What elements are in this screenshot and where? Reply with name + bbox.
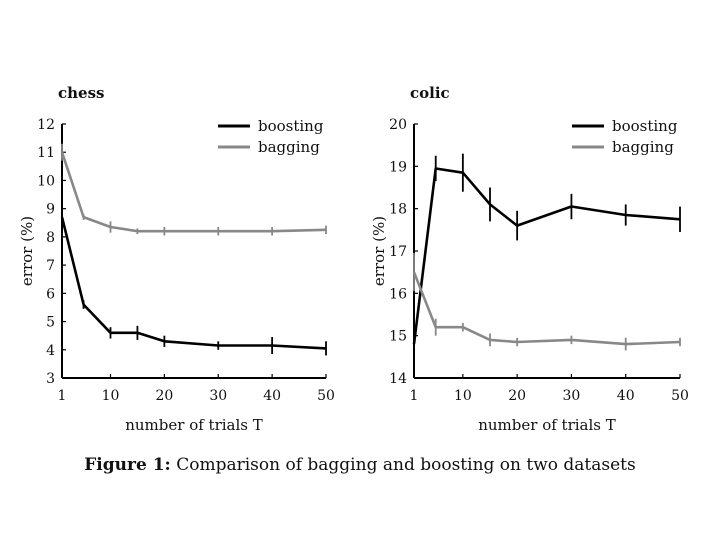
- chess-legend-label-boosting: boosting: [258, 117, 324, 135]
- colic-ytick-label: 15: [389, 329, 407, 345]
- colic-boosting-line: [412, 167, 681, 345]
- chess-ytick-label: 12: [37, 117, 55, 133]
- colic-legend-label-bagging: bagging: [612, 138, 674, 156]
- colic-x-axis-label: number of trials T: [478, 416, 616, 434]
- caption-text: Comparison of bagging and boosting on tw…: [176, 455, 636, 475]
- chess-ytick-label: 6: [46, 286, 55, 302]
- chess-ytick-label: 4: [46, 343, 55, 359]
- chess-bagging-line: [60, 151, 327, 233]
- colic-xtick-label: 10: [454, 388, 472, 404]
- caption-label: Figure 1:: [84, 455, 171, 475]
- chess-xtick-label: 10: [102, 388, 120, 404]
- chess-panel: chess 3 4 5 6 7 8 9 10 11 12 1 10 20 30 40 50 number of t…: [18, 84, 335, 434]
- colic-title: colic: [410, 84, 450, 102]
- colic-xtick-label: 20: [508, 388, 526, 404]
- colic-ytick-label: 17: [389, 244, 407, 260]
- colic-bagging-line: [412, 271, 681, 346]
- figure-caption: Figure 1: Comparison of bagging and boos…: [0, 455, 720, 475]
- colic-xtick-label: 1: [410, 388, 419, 404]
- chess-ytick-label: 10: [37, 173, 55, 189]
- chess-ytick-label: 11: [37, 145, 55, 161]
- chess-xtick-label: 40: [263, 388, 281, 404]
- colic-xtick-label: 40: [617, 388, 635, 404]
- chess-ytick-label: 7: [46, 258, 55, 274]
- chess-xtick-label: 50: [317, 388, 335, 404]
- colic-ytick-label: 19: [389, 159, 407, 175]
- chess-ytick-label: 5: [46, 315, 55, 331]
- chess-ytick-label: 9: [46, 202, 55, 218]
- chess-xtick-label: 30: [209, 388, 227, 404]
- colic-ytick-label: 18: [389, 202, 407, 218]
- colic-y-axis-label: error (%): [370, 216, 388, 286]
- chess-y-axis-label: error (%): [18, 216, 36, 286]
- chess-xtick-label: 1: [58, 388, 67, 404]
- chess-boosting-line: [60, 216, 327, 350]
- colic-xtick-label: 50: [671, 388, 689, 404]
- colic-legend-label-boosting: boosting: [612, 117, 678, 135]
- chess-ytick-label: 8: [46, 230, 55, 246]
- colic-panel: colic 14 15 16 17 18 19 20 1 10 20 30 40 50 number of …: [370, 84, 689, 434]
- colic-ytick-label: 16: [389, 286, 407, 302]
- chess-xtick-label: 20: [155, 388, 173, 404]
- colic-ytick-label: 20: [389, 117, 407, 133]
- chess-x-axis-label: number of trials T: [125, 416, 263, 434]
- chess-title: chess: [58, 84, 104, 102]
- chess-legend-label-bagging: bagging: [258, 138, 320, 156]
- colic-ytick-label: 14: [389, 371, 407, 387]
- chess-ytick-label: 3: [46, 371, 55, 387]
- colic-xtick-label: 30: [563, 388, 581, 404]
